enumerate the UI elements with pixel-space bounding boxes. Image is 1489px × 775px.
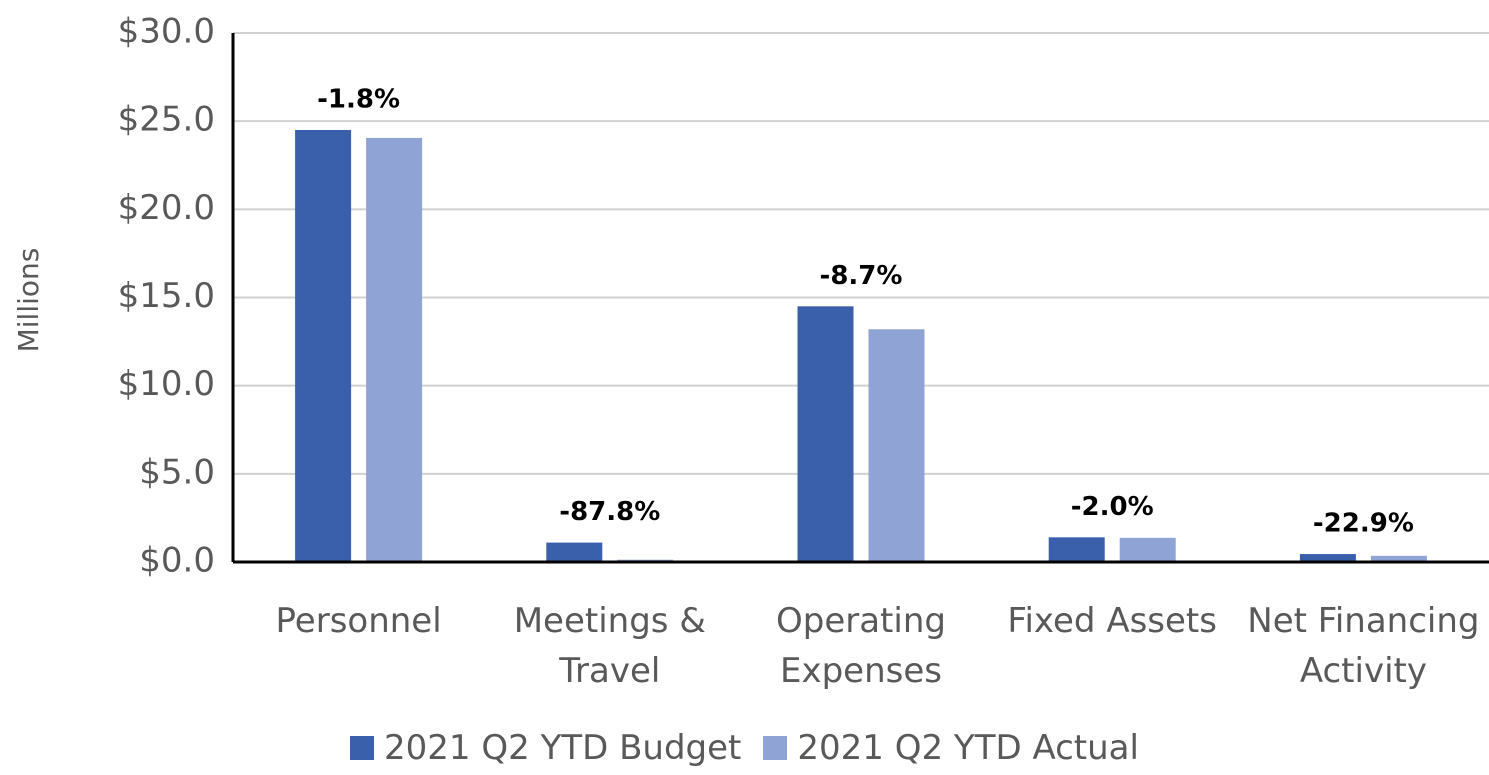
x-tick-label: Meetings & Travel (513, 601, 706, 691)
bar (868, 329, 925, 562)
bar (1299, 554, 1356, 562)
annotation: -22.9% (1313, 509, 1414, 539)
annotation: -2.0% (1071, 492, 1154, 522)
bar (1119, 537, 1176, 562)
bar (295, 129, 352, 562)
y-tick-label: $20.0 (118, 188, 215, 228)
y-tick-label: $30.0 (118, 12, 215, 52)
y-axis-label: Millions (12, 248, 45, 353)
legend-label: 2021 Q2 YTD Budget (384, 728, 742, 768)
y-tick-label: $10.0 (118, 364, 215, 404)
x-tick-label: Personnel (275, 601, 442, 641)
legend-item: 2021 Q2 YTD Budget (350, 728, 741, 768)
x-tick-label: Fixed Assets (1007, 601, 1217, 641)
annotation: -8.7% (820, 261, 903, 291)
y-tick-label: $5.0 (139, 452, 215, 492)
y-tick-label: $15.0 (118, 276, 215, 316)
legend-label: 2021 Q2 YTD Actual (797, 728, 1139, 768)
bar (366, 137, 423, 562)
x-tick-label: Operating Expenses (775, 601, 946, 691)
annotation: -1.8% (317, 84, 400, 114)
bar (1048, 537, 1105, 562)
bar (546, 542, 603, 562)
y-tick-label: $0.0 (139, 541, 215, 581)
bar (1370, 555, 1427, 562)
legend-swatch (763, 736, 788, 760)
x-tick-label: Net Financing Activity (1247, 601, 1480, 691)
annotation: -87.8% (559, 497, 660, 527)
legend: 2021 Q2 YTD Budget 2021 Q2 YTD Actual (0, 728, 1489, 768)
legend-item: 2021 Q2 YTD Actual (763, 728, 1139, 768)
bar (797, 306, 854, 562)
y-tick-label: $25.0 (118, 100, 215, 140)
legend-swatch (350, 736, 375, 760)
